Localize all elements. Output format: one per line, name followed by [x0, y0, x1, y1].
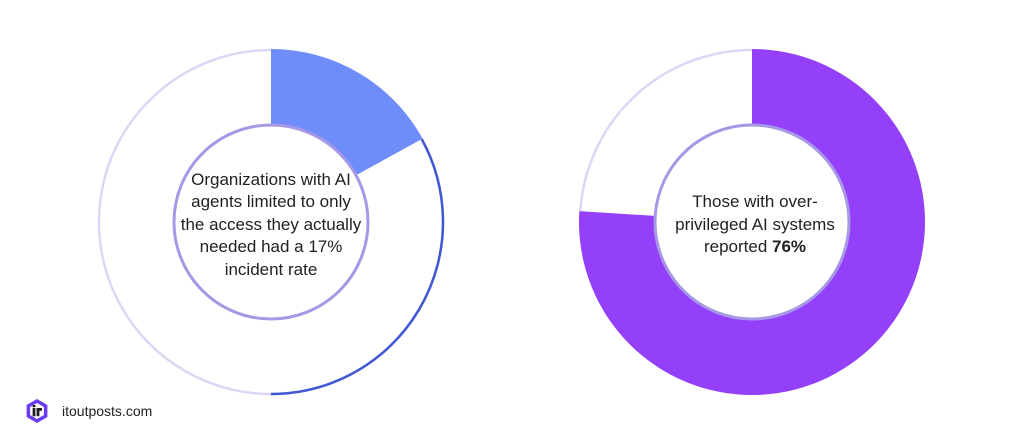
donut-left-caption: Organizations with AI agents limited to …	[178, 150, 364, 300]
donut-right-caption-part: 76%	[772, 237, 807, 257]
itoutposts-hexagon-logo-icon	[26, 399, 48, 423]
donut-left-slice-incident-rate	[271, 49, 423, 176]
brand[interactable]: itoutposts.com	[24, 398, 152, 424]
donut-right-outer-ring-remainder	[579, 48, 753, 212]
donut-right-caption-text: Those with over-privileged AI systems re…	[660, 191, 850, 259]
donut-right-caption: Those with over-privileged AI systems re…	[660, 150, 850, 300]
donut-right-slice-reported	[579, 49, 925, 395]
donut-right-caption-part: Those with over-privileged AI systems re…	[675, 192, 835, 257]
donut-left-caption-text: Organizations with AI agents limited to …	[178, 169, 364, 282]
brand-name[interactable]: itoutposts.com	[62, 403, 153, 419]
donut-left-outer-ring-accent	[270, 138, 445, 396]
donut-right-inner-ring	[653, 123, 851, 321]
donut-left-caption-part: Organizations with AI agents limited to …	[180, 169, 362, 279]
donut-left-inner-ring	[172, 123, 370, 321]
